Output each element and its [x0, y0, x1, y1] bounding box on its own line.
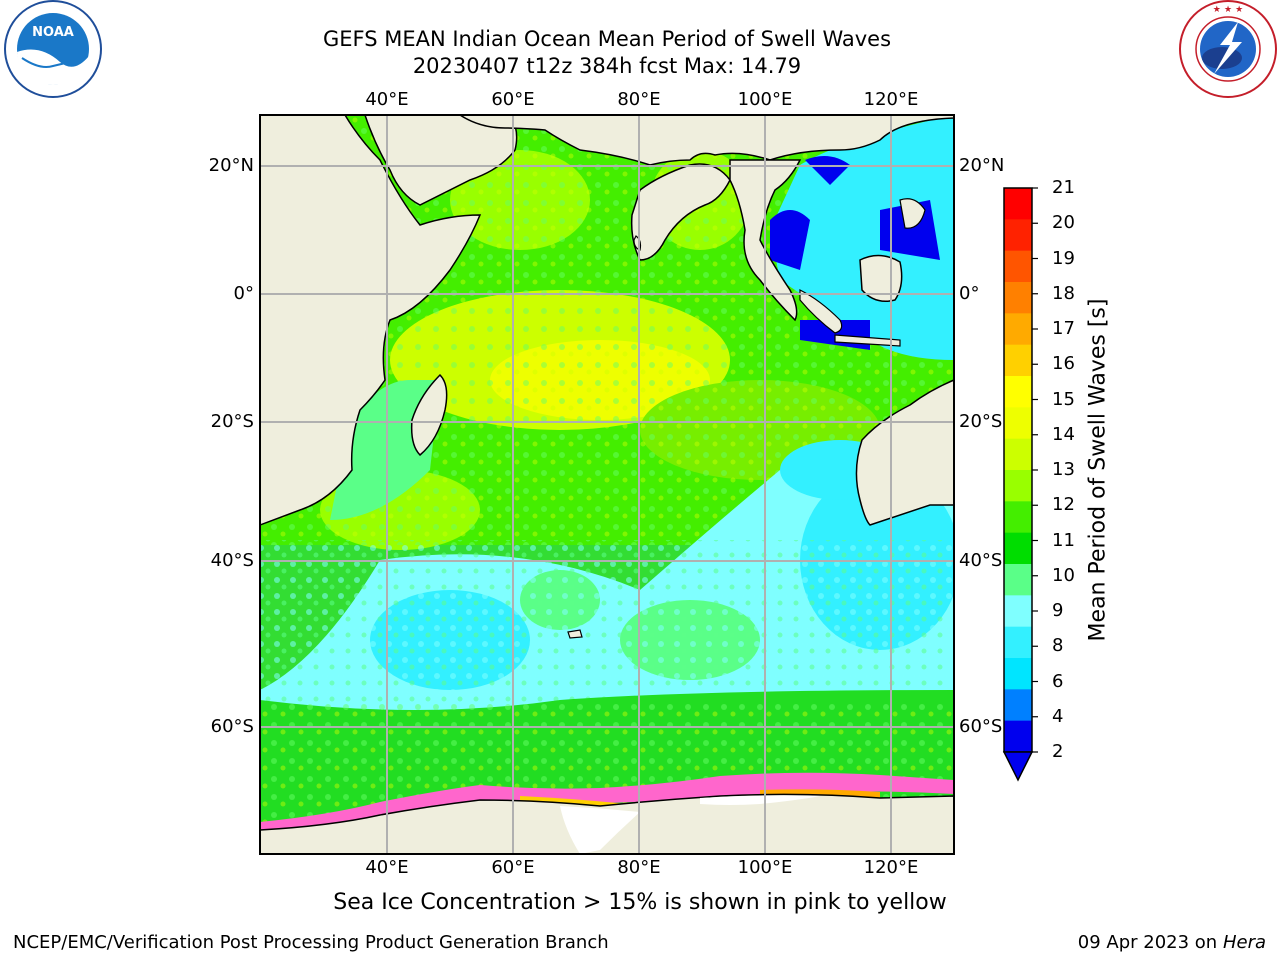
colorbar-segment — [1004, 344, 1032, 377]
colorbar-segment — [1004, 658, 1032, 690]
colorbar-tick-label: 10 — [1052, 564, 1075, 586]
land-australia — [855, 379, 954, 526]
land-sumatra — [799, 289, 843, 334]
lon-label-top-80e: 80°E — [617, 89, 661, 110]
colorbar-segment — [1004, 595, 1032, 628]
colorbar-segment — [1004, 626, 1032, 659]
colorbar-segment — [1004, 313, 1032, 346]
lat-label-right-0: 0° — [959, 283, 980, 304]
colorbar-tick-label: 15 — [1052, 388, 1075, 410]
lat-label-left-0: 0° — [233, 283, 254, 304]
colorbar-segment — [1004, 720, 1032, 753]
map-area — [260, 115, 954, 854]
colorbar-segment — [1004, 282, 1032, 314]
map-caption: Sea Ice Concentration > 15% is shown in … — [333, 890, 947, 915]
colorbar-segment — [1004, 564, 1032, 596]
graticule — [260, 115, 954, 854]
colorbar-tick-label: 18 — [1052, 282, 1075, 304]
colorbar-title: Mean Period of Swell Waves [s] — [1085, 298, 1111, 642]
lat-label-left-20n: 20°N — [208, 155, 254, 176]
colorbar-tick-label: 14 — [1052, 423, 1075, 445]
footer-credit: NCEP/EMC/Verification Post Processing Pr… — [13, 932, 609, 953]
colorbar-tick-label: 6 — [1052, 670, 1064, 692]
lon-label-bottom-40e: 40°E — [365, 857, 409, 878]
colorbar-tick-label: 20 — [1052, 212, 1075, 234]
colorbar-tick-label: 2 — [1052, 741, 1064, 762]
footer-date-text: 09 Apr 2023 on — [1077, 932, 1223, 953]
colorbar-segment — [1004, 470, 1032, 502]
lat-label-left-40s: 40°S — [210, 550, 254, 571]
footer-date: 09 Apr 2023 on Hera — [1078, 932, 1266, 953]
colorbar-tick-label: 11 — [1052, 529, 1075, 551]
colorbar-segment — [1004, 501, 1032, 534]
svg-text:★ ★ ★: ★ ★ ★ — [1213, 5, 1243, 15]
colorbar-tick-label: 4 — [1052, 705, 1064, 727]
lat-label-right-60s: 60°S — [959, 716, 1003, 737]
colorbar-segment — [1004, 219, 1032, 252]
land-indochina — [729, 159, 802, 322]
noaa-logo-text: NOAA — [32, 25, 74, 40]
lon-label-top-40e: 40°E — [365, 89, 409, 110]
colorbar-tick-label: 9 — [1052, 600, 1064, 621]
lon-label-bottom-60e: 60°E — [491, 857, 535, 878]
lat-label-left-20s: 20°S — [210, 411, 254, 432]
noaa-logo: NOAA — [4, 0, 102, 98]
colorbar-tick-label: 16 — [1052, 353, 1075, 375]
chart-title: GEFS MEAN Indian Ocean Mean Period of Sw… — [322, 27, 892, 51]
lon-label-bottom-100e: 100°E — [737, 857, 793, 878]
colorbar-segment — [1004, 438, 1032, 471]
map-frame — [259, 114, 955, 855]
colorbar — [1002, 187, 1038, 782]
lon-label-bottom-120e: 120°E — [863, 857, 919, 878]
colorbar-tick-label: 12 — [1052, 494, 1075, 516]
footer-machine: Hera — [1222, 932, 1266, 953]
lat-label-right-20s: 20°S — [959, 411, 1003, 432]
lat-label-right-20n: 20°N — [959, 155, 1005, 176]
colorbar-segment — [1004, 532, 1032, 565]
colorbar-segment — [1004, 376, 1032, 408]
colorbar-segment — [1004, 188, 1032, 220]
lat-label-right-40s: 40°S — [959, 550, 1003, 571]
colorbar-segment — [1004, 250, 1032, 283]
lon-label-top-60e: 60°E — [491, 89, 535, 110]
lon-label-top-100e: 100°E — [737, 89, 793, 110]
colorbar-tick-label: 13 — [1052, 459, 1075, 480]
colorbar-tick-label: 21 — [1052, 177, 1075, 198]
colorbar-tick-label: 19 — [1052, 247, 1075, 269]
lat-label-left-60s: 60°S — [210, 716, 254, 737]
colorbar-segment — [1004, 689, 1032, 722]
colorbar-tick-label: 8 — [1052, 635, 1064, 657]
colorbar-tick-label: 17 — [1052, 318, 1075, 339]
land-iran — [458, 115, 954, 166]
land-madagascar — [410, 373, 448, 457]
lon-label-top-120e: 120°E — [863, 89, 919, 110]
chart-subtitle: 20230407 t12z 384h fcst Max: 14.79 — [412, 54, 802, 78]
colorbar-segment — [1004, 407, 1032, 440]
nws-logo: ★ ★ ★ — [1179, 0, 1277, 98]
colorbar-extend-arrow — [1002, 751, 1034, 782]
lon-label-bottom-80e: 80°E — [617, 857, 661, 878]
